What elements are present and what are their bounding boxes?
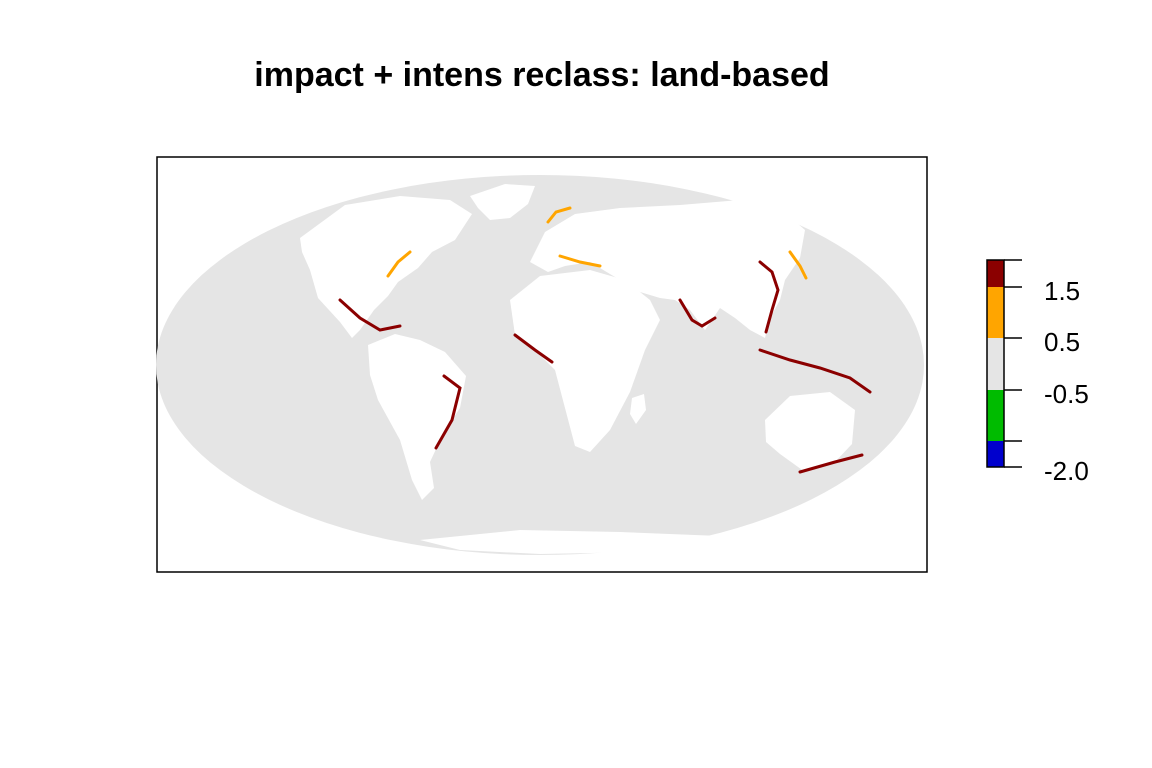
impact-japan <box>788 250 808 280</box>
land-greenland <box>470 184 535 220</box>
impact-east-asia <box>758 260 780 334</box>
legend-border <box>986 259 1005 468</box>
legend-tick-label: -0.5 <box>1044 379 1089 409</box>
impact-southeast-asia <box>758 348 872 394</box>
land-masses <box>300 184 855 554</box>
legend-band-2 <box>987 338 1004 390</box>
impact-west-africa <box>513 333 554 364</box>
impact-mediterranean <box>558 254 602 268</box>
legend-band-4 <box>987 441 1004 467</box>
legend-band-1 <box>987 287 1004 338</box>
impact-australia <box>798 453 864 474</box>
legend-tick-label: -2.0 <box>1044 456 1089 486</box>
land-madagascar <box>630 394 646 424</box>
legend-tick-label: 0.5 <box>1044 327 1080 357</box>
land-africa <box>510 270 660 452</box>
legend-band-0 <box>987 260 1004 287</box>
land-eurasia <box>530 200 805 338</box>
impact-caribbean <box>338 298 402 332</box>
legend: 1.5 0.5 -0.5 -2.0 <box>986 259 1089 486</box>
impact-north-europe <box>546 206 572 224</box>
impact-india <box>678 298 717 328</box>
impact-coastline <box>338 206 872 474</box>
impact-us-east <box>386 250 412 278</box>
legend-tick-label: 1.5 <box>1044 276 1080 306</box>
land-south-america <box>368 334 466 500</box>
legend-band-3 <box>987 390 1004 441</box>
map-title: impact + intens reclass: land-based <box>254 56 830 94</box>
land-antarctica <box>420 530 800 554</box>
impact-brazil <box>434 374 462 450</box>
land-australia <box>765 392 855 472</box>
